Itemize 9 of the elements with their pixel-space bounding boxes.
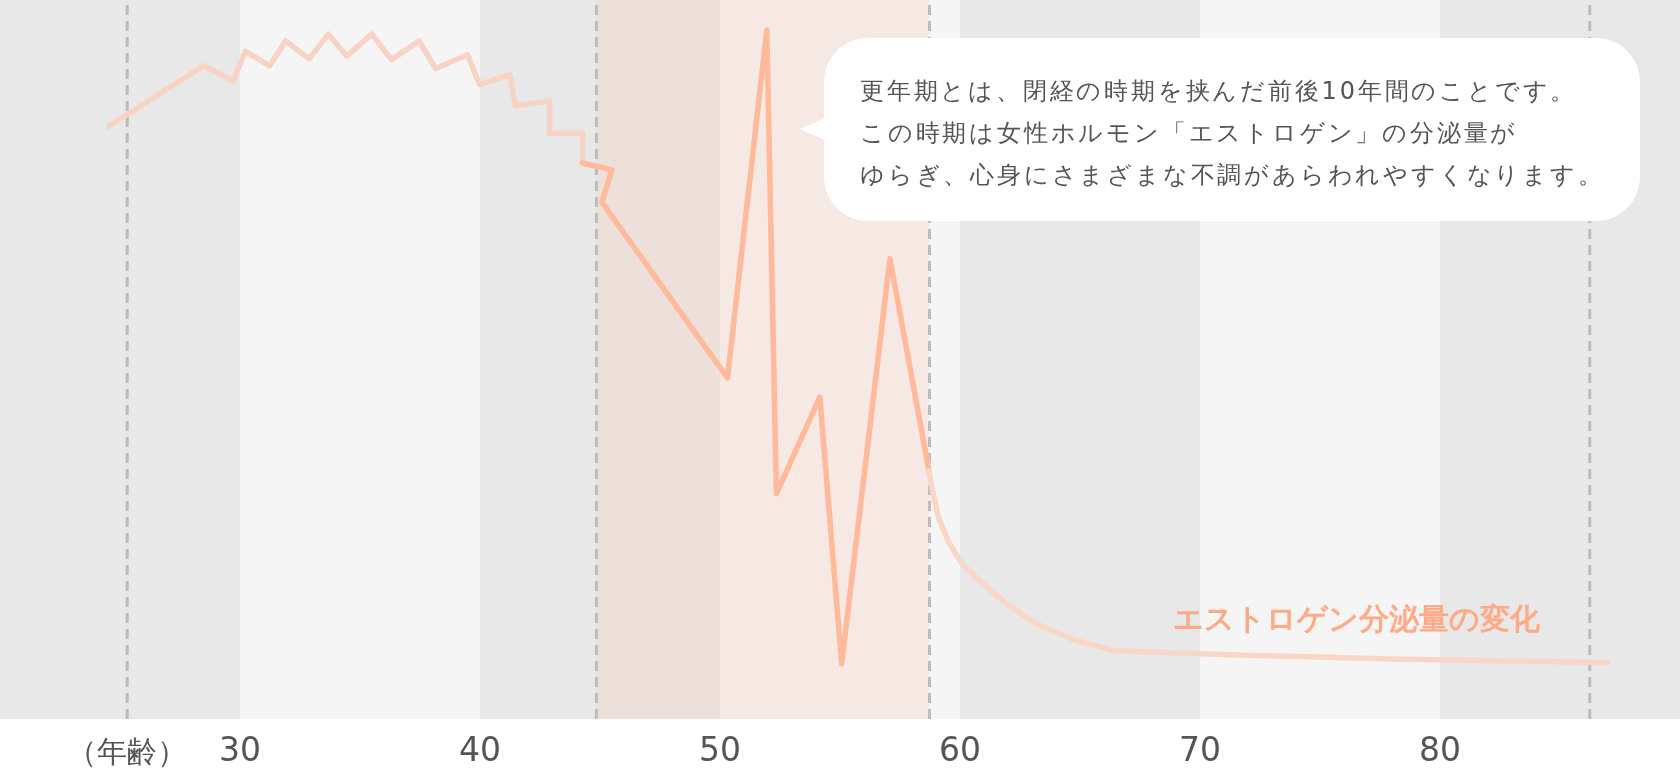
x-axis-title: （年齢） xyxy=(67,734,187,769)
series-label: エストロゲン分泌量の変化 xyxy=(1173,601,1541,636)
x-tick-label: 50 xyxy=(699,730,741,769)
x-tick-label: 70 xyxy=(1179,730,1221,769)
x-tick-label: 60 xyxy=(939,730,981,769)
x-tick-label: 80 xyxy=(1419,730,1461,769)
x-tick-label: 30 xyxy=(219,730,261,769)
x-tick-label: 40 xyxy=(459,730,501,769)
annotation: 更年期とは、閉経の時期を挟んだ前後10年間のことです。この時期は女性ホルモン「エストロゲン」の分泌量がゆらぎ、心身にさまざまな不調があらわれやすくなります。 xyxy=(860,75,1606,191)
